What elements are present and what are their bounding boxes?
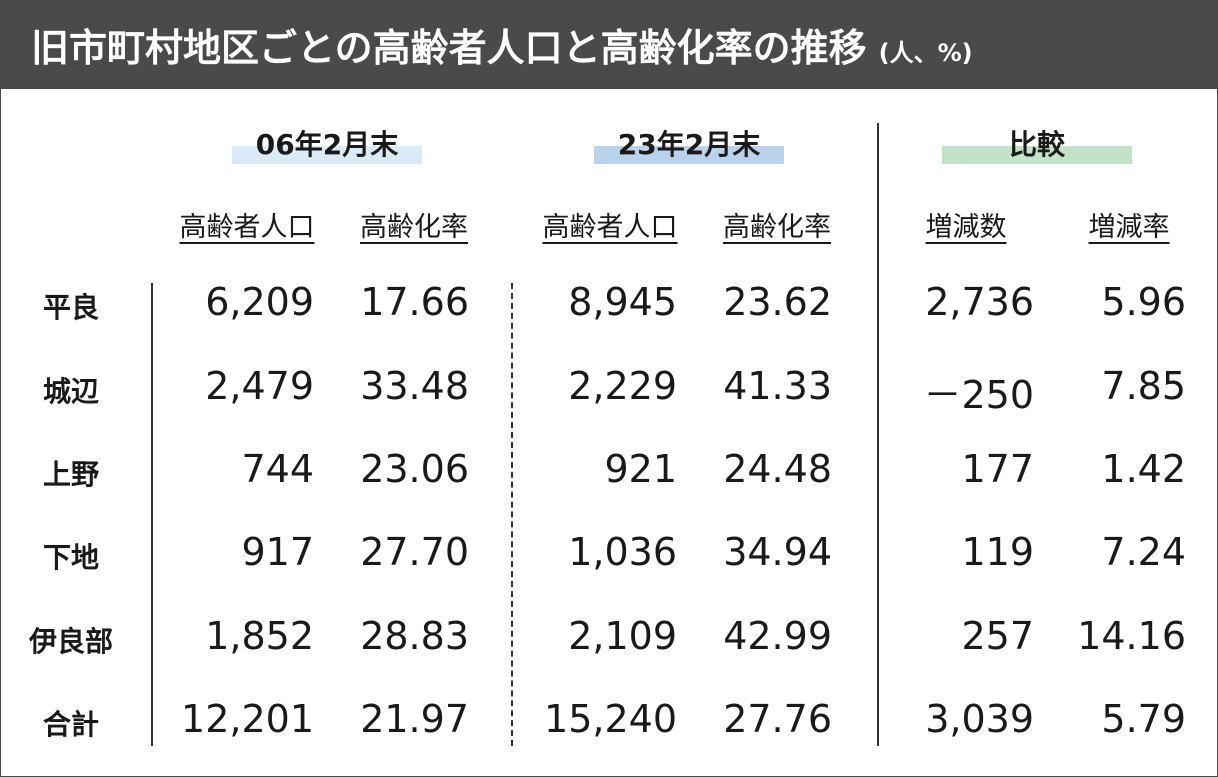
column-header: 高齢者人口 [542, 212, 678, 243]
cell: 8,945 [568, 280, 677, 324]
cell: 1,036 [568, 530, 677, 574]
cell: 3,039 [925, 697, 1034, 741]
cell: 24.48 [723, 447, 832, 491]
cell: 42.99 [723, 614, 832, 658]
group-header: 06年2月末 [255, 128, 399, 161]
divider [151, 283, 153, 746]
column-header: 高齢化率 [360, 212, 468, 243]
cell: 917 [241, 530, 314, 574]
group-header: 比較 [1008, 128, 1065, 161]
cell: 33.48 [360, 364, 469, 408]
row-label: 伊良部 [28, 625, 113, 658]
cell: 6,209 [205, 280, 314, 324]
column-header: 増減率 [1088, 212, 1170, 243]
divider [877, 123, 879, 746]
cell: 15,240 [544, 697, 677, 741]
row-label: 合計 [42, 708, 99, 741]
unit: (人、%) [878, 39, 973, 67]
cell: 2,736 [925, 280, 1034, 324]
cell: 17.66 [360, 280, 469, 324]
cell: 5.79 [1101, 697, 1186, 741]
cell: 7.24 [1101, 530, 1186, 574]
cell: 257 [961, 614, 1034, 658]
cell: 21.97 [360, 697, 469, 741]
cell: 23.06 [360, 447, 469, 491]
cell: 119 [961, 530, 1034, 574]
cell: 12,201 [181, 697, 314, 741]
title-bar: 旧市町村地区ごとの高齢者人口と高齢化率の推移 (人、%) [1, 1, 1217, 89]
cell: 28.83 [360, 614, 469, 658]
cell: 1.42 [1101, 447, 1186, 491]
cell: 2,109 [568, 614, 677, 658]
column-header: 増減数 [925, 212, 1007, 243]
cell: 41.33 [723, 364, 832, 408]
cell: 34.94 [723, 530, 832, 574]
title-text: 旧市町村地区ごとの高齢者人口と高齢化率の推移 [31, 26, 867, 70]
column-header: 高齢化率 [723, 212, 831, 243]
cell: 2,229 [568, 364, 677, 408]
row-label: 平良 [42, 291, 99, 324]
cell: 2,479 [205, 364, 314, 408]
cell: 27.70 [360, 530, 469, 574]
cell: 744 [241, 447, 314, 491]
group-header: 23年2月末 [617, 128, 761, 161]
row-label: 下地 [42, 541, 99, 574]
cell: 27.76 [723, 697, 832, 741]
divider [511, 283, 513, 746]
cell: －250 [923, 373, 1034, 417]
cell: 921 [604, 447, 677, 491]
cell: 5.96 [1101, 280, 1186, 324]
group-band [594, 146, 784, 164]
cell: 177 [961, 447, 1034, 491]
column-header: 高齢者人口 [179, 212, 315, 243]
group-band [942, 146, 1132, 164]
row-label: 上野 [42, 458, 99, 491]
cell: 1,852 [205, 614, 314, 658]
cell: 14.16 [1077, 614, 1186, 658]
cell: 23.62 [723, 280, 832, 324]
title: 旧市町村地区ごとの高齢者人口と高齢化率の推移 (人、%) [31, 17, 973, 72]
cell: 7.85 [1101, 364, 1186, 408]
group-band [232, 146, 422, 164]
row-label: 城辺 [42, 375, 99, 408]
